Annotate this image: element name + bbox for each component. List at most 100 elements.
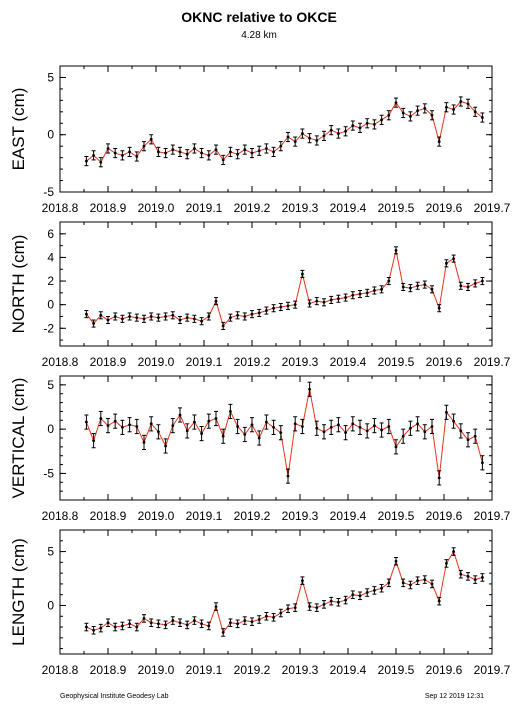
data-point (437, 306, 441, 310)
data-point (466, 102, 470, 106)
data-point (293, 606, 297, 610)
y-tick-label: 5 (47, 545, 54, 559)
series-line (86, 100, 483, 164)
data-point (437, 140, 441, 144)
data-point (373, 289, 376, 292)
data-point (452, 419, 455, 423)
data-point (445, 410, 448, 414)
data-point (437, 476, 441, 480)
data-point (157, 430, 160, 434)
data-point (236, 622, 240, 626)
data-point (85, 625, 88, 629)
y-tick-label: -5 (43, 466, 54, 480)
data-point (430, 425, 434, 428)
data-point (452, 257, 455, 261)
x-tick-label: 2018.8 (42, 509, 79, 523)
x-tick-label: 2018.8 (42, 663, 79, 677)
data-point (221, 158, 225, 162)
data-point (459, 100, 463, 103)
data-point (337, 132, 340, 135)
data-point (214, 148, 218, 152)
data-point (315, 299, 319, 303)
data-point (121, 153, 124, 157)
x-tick-label: 2019.2 (234, 355, 271, 369)
data-point (308, 605, 311, 608)
panel-2: NORTH (cm) 2018.8 2018.9 2019.0 2019.1 2019.2… (9, 221, 511, 369)
series-line (85, 389, 483, 478)
series-line (86, 550, 483, 634)
data-point (394, 445, 398, 449)
data-point (308, 302, 311, 305)
data-point (236, 313, 240, 317)
data-point (358, 126, 362, 130)
data-point (121, 425, 124, 429)
data-point (149, 315, 153, 318)
data-point (92, 322, 95, 325)
data-point (452, 550, 455, 553)
x-tick-label: 2019.7 (474, 663, 511, 677)
data-point (322, 134, 326, 138)
data-point (286, 607, 290, 611)
data-point (207, 624, 211, 628)
data-point (286, 474, 290, 478)
data-point (142, 317, 146, 321)
data-point (236, 425, 240, 428)
x-tick-label: 2019.0 (138, 355, 175, 369)
x-tick-label: 2019.4 (330, 509, 367, 523)
x-tick-label: 2019.6 (426, 201, 463, 215)
data-point (473, 434, 477, 438)
data-point (401, 285, 405, 289)
data-point (229, 316, 232, 320)
y-tick-label: 0 (47, 598, 54, 612)
data-point (157, 150, 160, 154)
x-tick-label: 2019.5 (378, 509, 415, 523)
data-point (171, 148, 175, 152)
data-point (257, 436, 261, 440)
data-point (466, 438, 470, 442)
data-point (164, 623, 168, 627)
data-point (401, 111, 405, 115)
y-axis-label: EAST (cm) (9, 88, 28, 171)
y-tick-label: 0 (47, 298, 54, 312)
data-point (85, 420, 88, 424)
data-point (430, 582, 434, 586)
data-point (373, 588, 376, 592)
panels: EAST (cm) 2018.8 2018.9 2019.0 2019.1 2019.2 2… (9, 65, 511, 677)
data-point (473, 578, 477, 581)
data-point (301, 425, 304, 428)
y-axis-label: LENGTH (cm) (9, 538, 28, 646)
data-point (250, 312, 254, 316)
x-tick-label: 2019.6 (426, 509, 463, 523)
data-point (423, 430, 427, 434)
data-point (272, 306, 275, 310)
x-tick-label: 2018.9 (90, 355, 127, 369)
data-point (193, 619, 196, 622)
data-point (293, 140, 297, 144)
data-point (128, 315, 132, 318)
data-point (128, 423, 132, 427)
data-point (157, 622, 160, 626)
data-point (430, 287, 434, 291)
data-point (257, 311, 261, 315)
x-tick-label: 2018.8 (42, 201, 79, 215)
data-point (401, 581, 405, 585)
data-point (308, 136, 311, 140)
data-point (149, 621, 153, 625)
data-point (149, 137, 153, 141)
x-tick-label: 2019.7 (474, 509, 511, 523)
data-point (315, 139, 319, 142)
data-point (351, 124, 355, 127)
x-tick-label: 2019.2 (234, 509, 271, 523)
data-point (437, 599, 441, 603)
data-point (445, 261, 448, 265)
data-point (113, 315, 117, 318)
data-point (171, 619, 175, 622)
plot-frame (59, 221, 493, 347)
data-point (380, 586, 383, 590)
y-tick-label: 0 (47, 422, 54, 436)
data-point (128, 622, 132, 626)
data-point (329, 425, 333, 429)
x-tick-label: 2019.5 (378, 355, 415, 369)
data-point (430, 113, 434, 117)
data-point (185, 152, 189, 156)
